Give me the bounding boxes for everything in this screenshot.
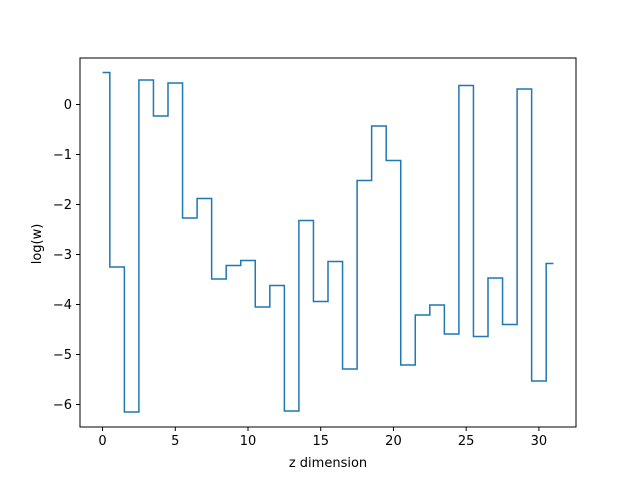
axes-frame bbox=[79, 57, 577, 428]
y-axis-label: log(w) bbox=[30, 224, 45, 265]
x-tick-label: 5 bbox=[171, 434, 179, 449]
y-tick-label: 0 bbox=[64, 98, 72, 113]
series-line bbox=[102, 71, 554, 413]
x-axis-label: z dimension bbox=[289, 456, 367, 471]
y-tick-label: −5 bbox=[53, 348, 72, 363]
x-tick-label: 25 bbox=[458, 434, 475, 449]
y-tick-label: −3 bbox=[53, 248, 72, 263]
x-tick-label: 10 bbox=[240, 434, 257, 449]
y-tick-label: −2 bbox=[53, 198, 72, 213]
x-tick-label: 15 bbox=[312, 434, 329, 449]
y-axis-ticks: −6 −5 −4 −3 −2 −1 0 bbox=[53, 98, 80, 413]
x-tick-label: 30 bbox=[531, 434, 548, 449]
plot-area bbox=[102, 71, 554, 413]
y-tick-label: −4 bbox=[53, 298, 72, 313]
x-tick-label: 0 bbox=[98, 434, 106, 449]
x-axis-ticks: 0 5 10 15 20 25 30 bbox=[98, 427, 547, 449]
y-tick-label: −6 bbox=[53, 398, 72, 413]
x-tick-label: 20 bbox=[385, 434, 402, 449]
y-tick-label: −1 bbox=[53, 148, 72, 163]
